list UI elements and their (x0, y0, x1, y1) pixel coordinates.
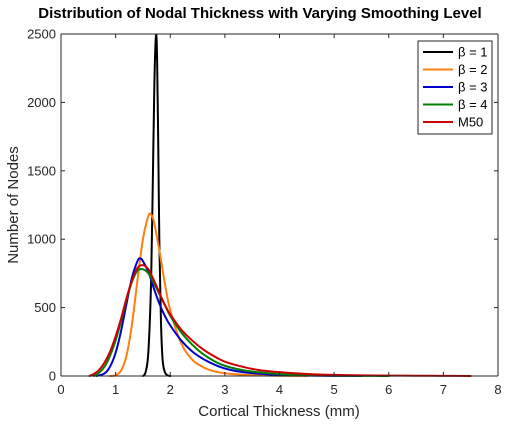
y-tick-label: 1000 (27, 232, 56, 247)
x-tick-label: 3 (221, 382, 228, 397)
legend-label-2: β = 2 (458, 62, 488, 77)
y-tick-label: 2000 (27, 95, 56, 110)
x-tick-label: 1 (112, 382, 119, 397)
legend-items: β = 1 β = 2 β = 3 β = 4 M50 (423, 45, 488, 130)
series-line-2 (109, 212, 308, 377)
y-tick-label: 1500 (27, 163, 56, 178)
y-axis-label: Number of Nodes (5, 146, 22, 264)
legend-label-4: β = 4 (458, 97, 488, 112)
x-tick-label: 5 (331, 382, 338, 397)
series-line-3 (95, 257, 363, 377)
x-tick-label: 7 (440, 382, 447, 397)
legend-label-1: β = 1 (458, 45, 488, 60)
legend-label-5: M50 (458, 115, 483, 130)
legend: β = 1 β = 2 β = 3 β = 4 M50 (417, 40, 493, 135)
chart-title: Distribution of Nodal Thickness with Var… (38, 5, 481, 22)
y-tick-label: 0 (49, 369, 56, 384)
x-axis-label: Cortical Thickness (mm) (198, 403, 359, 420)
y-tick-label: 2500 (27, 27, 56, 42)
x-tick-label: 4 (276, 382, 283, 397)
ticks: 0 1 2 3 4 5 6 7 8 0 500 1000 1500 2000 2500 (27, 27, 502, 398)
x-tick-label: 2 (167, 382, 174, 397)
y-tick-label: 500 (34, 300, 56, 315)
x-tick-label: 8 (494, 382, 501, 397)
x-tick-label: 0 (57, 382, 64, 397)
series-line-1 (141, 33, 172, 377)
legend-label-3: β = 3 (458, 80, 488, 95)
x-tick-label: 6 (385, 382, 392, 397)
